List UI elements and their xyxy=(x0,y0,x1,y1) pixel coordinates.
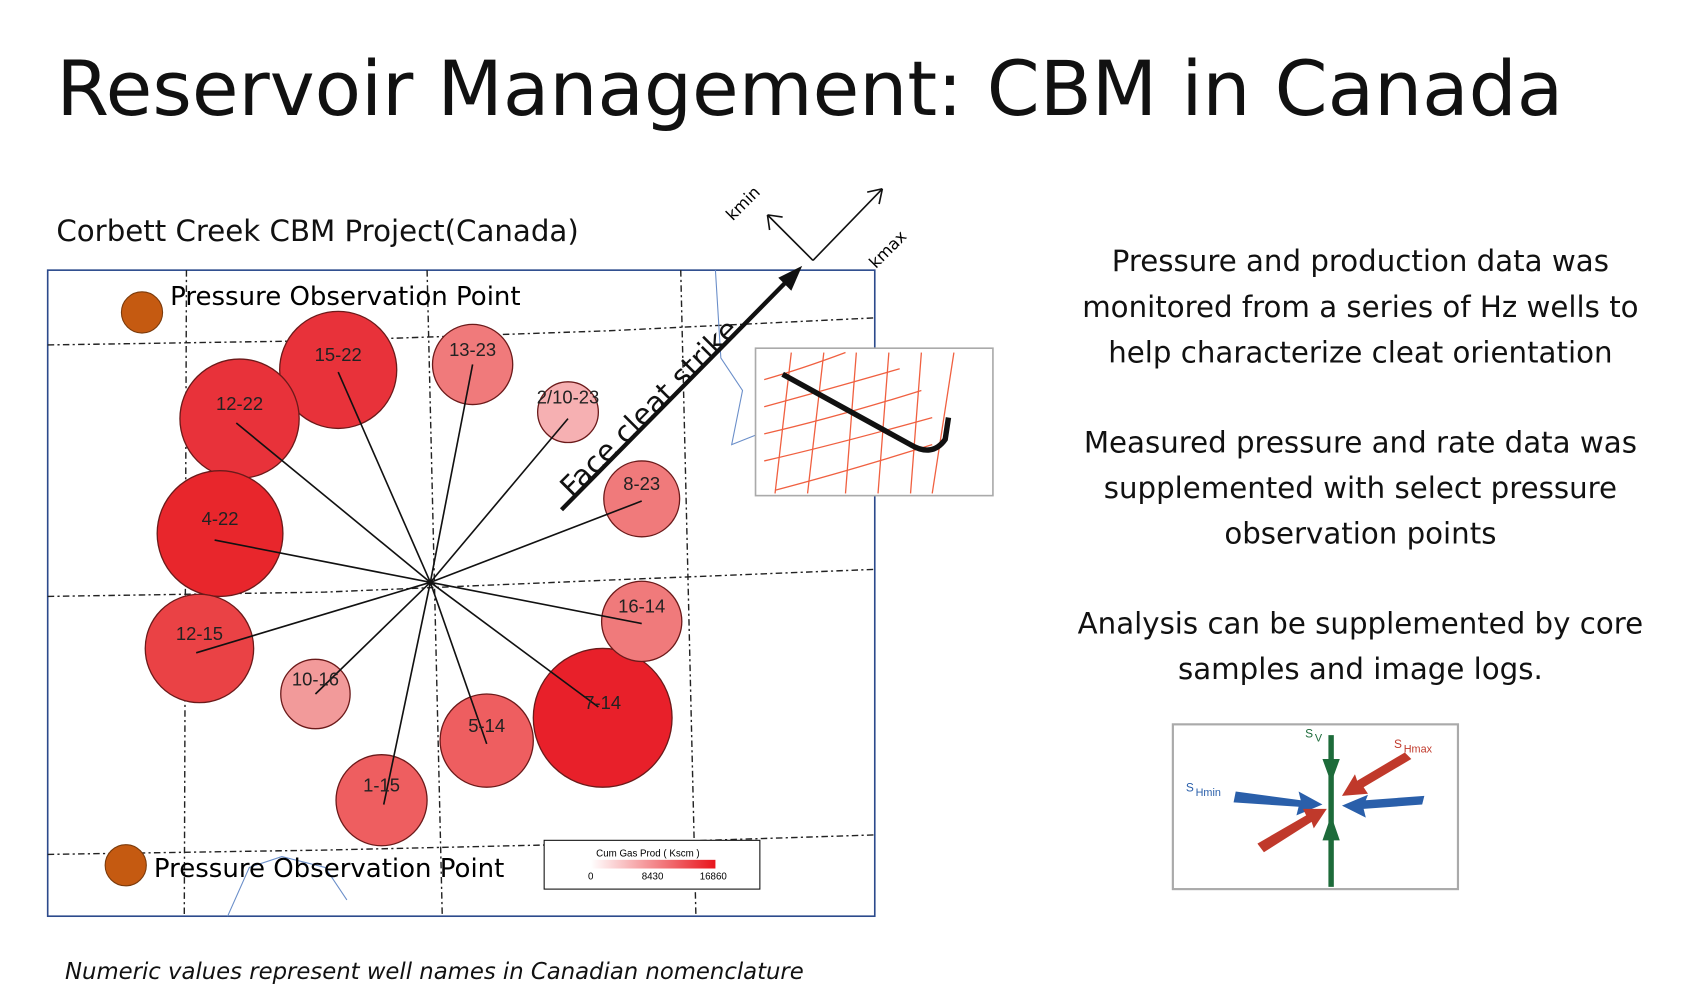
well-connector xyxy=(195,581,431,654)
legend: Cum Gas Prod ( Kscm ) 0 8430 16860 xyxy=(543,839,761,890)
legend-tick: 0 xyxy=(588,871,594,882)
map-heading: Corbett Creek CBM Project(Canada) xyxy=(56,214,578,248)
well-label: 13-23 xyxy=(449,339,496,360)
stress-symbol: S xyxy=(1186,781,1194,795)
legend-tick: 16860 xyxy=(700,871,728,882)
well-connector xyxy=(430,500,643,584)
well-bubble xyxy=(439,693,534,788)
well-connector xyxy=(337,371,432,583)
well-connector xyxy=(382,582,432,805)
well-bubble xyxy=(537,381,600,444)
well-label: 5-14 xyxy=(468,715,505,736)
stress-subscript: V xyxy=(1315,733,1323,745)
strike-arrow xyxy=(559,275,793,512)
well-bubble xyxy=(600,580,683,663)
well-connector xyxy=(214,539,431,584)
well-label: 7-14 xyxy=(584,692,621,713)
well-label: 4-22 xyxy=(202,508,239,529)
observation-label: Pressure Observation Point xyxy=(154,854,504,884)
well-bubble xyxy=(603,460,681,538)
observation-point xyxy=(120,291,164,334)
well-bubble xyxy=(156,470,284,598)
well-connector xyxy=(429,581,599,708)
well-label: 2/10-23 xyxy=(537,386,599,407)
well-connector xyxy=(430,581,642,625)
stress-subscript: Hmax xyxy=(1404,744,1433,756)
legend-tick: 8430 xyxy=(642,871,664,882)
well-connector xyxy=(429,418,569,583)
arrowhead xyxy=(778,265,803,291)
legend-title: Cum Gas Prod ( Kscm ) xyxy=(596,849,699,860)
well-label: 12-22 xyxy=(216,393,263,414)
well-connector xyxy=(235,422,431,583)
paragraph-line: observation points xyxy=(1224,516,1496,550)
stress-symbol: S xyxy=(1305,726,1313,740)
well-label: 10-16 xyxy=(292,668,339,689)
caption: Numeric values represent well names in C… xyxy=(65,959,804,985)
map-grid xyxy=(47,270,875,917)
slide-title: Reservoir Management: CBM in Canada xyxy=(56,45,1563,133)
paragraph-line: help characterize cleat orientation xyxy=(1108,335,1612,369)
well-bubble xyxy=(279,310,398,430)
well-label: 12-15 xyxy=(176,623,223,644)
well-connector xyxy=(429,364,474,583)
paragraph-line: monitored from a series of Hz wells to xyxy=(1082,290,1638,324)
well-label: 15-22 xyxy=(315,344,362,365)
kmax-label: kmax xyxy=(865,227,910,272)
cleat-inset xyxy=(754,347,994,497)
stress-symbol: S xyxy=(1394,737,1402,751)
well-bubble xyxy=(335,754,428,847)
paragraph-line: supplemented with select pressure xyxy=(1104,471,1617,505)
well-connector xyxy=(429,582,488,745)
well-connector xyxy=(314,581,431,695)
well-label: 8-23 xyxy=(623,473,660,494)
well-bubble xyxy=(144,593,255,704)
k-axes xyxy=(766,188,884,261)
paragraph-line: Pressure and production data was xyxy=(1112,244,1609,278)
river xyxy=(714,270,759,446)
kmin-label: kmin xyxy=(722,182,764,224)
paragraph-line: Analysis can be supplemented by core xyxy=(1078,606,1643,640)
well-bubble xyxy=(532,647,673,788)
stress-diagram xyxy=(1171,723,1460,891)
paragraph-line: Measured pressure and rate data was xyxy=(1084,425,1637,459)
well-label: 16-14 xyxy=(618,596,665,617)
stress-subscript: Hmin xyxy=(1196,787,1221,799)
paragraph-line: samples and image logs. xyxy=(1178,652,1543,686)
observation-label: Pressure Observation Point xyxy=(170,282,520,312)
observation-point xyxy=(104,844,147,887)
legend-ramp xyxy=(590,859,716,869)
river xyxy=(227,856,348,917)
well-label: 1-15 xyxy=(363,775,400,796)
